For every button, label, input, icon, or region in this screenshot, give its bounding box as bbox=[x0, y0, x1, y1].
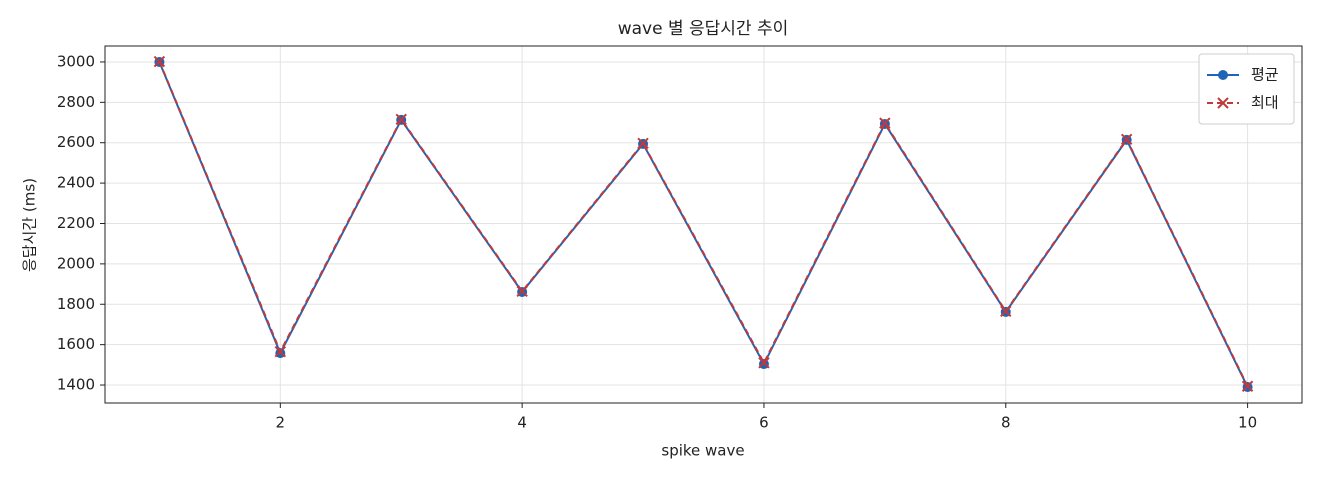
marker bbox=[1218, 70, 1228, 80]
y-tick-label: 2000 bbox=[57, 254, 95, 272]
marker-stroke bbox=[758, 357, 770, 369]
marker-stroke bbox=[879, 117, 891, 129]
x-axis-label: spike wave bbox=[661, 442, 744, 460]
marker-stroke bbox=[516, 285, 528, 298]
marker bbox=[1000, 305, 1012, 318]
x-tick-label: 10 bbox=[1238, 414, 1257, 432]
y-tick-label: 2400 bbox=[57, 174, 95, 192]
y-tick-label: 2200 bbox=[57, 214, 95, 232]
marker-stroke bbox=[1000, 305, 1012, 318]
marker bbox=[1120, 133, 1133, 145]
x-tick-label: 6 bbox=[759, 414, 769, 432]
marker bbox=[758, 357, 770, 369]
legend-box bbox=[1198, 53, 1295, 125]
marker-stroke bbox=[153, 55, 166, 68]
x-tick-label: 8 bbox=[1001, 414, 1011, 432]
marker-stroke bbox=[1217, 97, 1229, 109]
line bbox=[158, 61, 1249, 388]
marker bbox=[153, 55, 166, 68]
legend-label: 평균 bbox=[1251, 66, 1279, 84]
y-tick-label: 3000 bbox=[57, 52, 95, 70]
marker-stroke bbox=[395, 113, 407, 126]
chart-title: wave 별 응답시간 추이 bbox=[618, 19, 789, 39]
marker bbox=[1217, 97, 1229, 109]
x-tick-label: 4 bbox=[517, 414, 527, 432]
marker bbox=[637, 137, 649, 150]
marker-stroke bbox=[274, 346, 287, 358]
y-tick-label: 2800 bbox=[57, 93, 95, 111]
marker bbox=[516, 285, 528, 298]
marker bbox=[879, 117, 891, 129]
y-axis-label: 응답시간 (ms) bbox=[21, 178, 39, 272]
plot-frame bbox=[104, 45, 1303, 404]
marker-stroke bbox=[637, 137, 649, 150]
marker bbox=[274, 346, 287, 358]
marker bbox=[395, 113, 407, 126]
legend-label: 최대 bbox=[1251, 94, 1279, 112]
y-tick-label: 1400 bbox=[57, 376, 95, 394]
marker bbox=[1241, 380, 1254, 392]
marker-stroke bbox=[1241, 380, 1254, 392]
y-tick-label: 1800 bbox=[57, 295, 95, 313]
x-tick-label: 2 bbox=[276, 414, 286, 432]
marker-stroke bbox=[1120, 133, 1133, 145]
y-tick-label: 1600 bbox=[57, 335, 95, 353]
line bbox=[158, 61, 1249, 387]
y-tick-label: 2600 bbox=[57, 133, 95, 151]
